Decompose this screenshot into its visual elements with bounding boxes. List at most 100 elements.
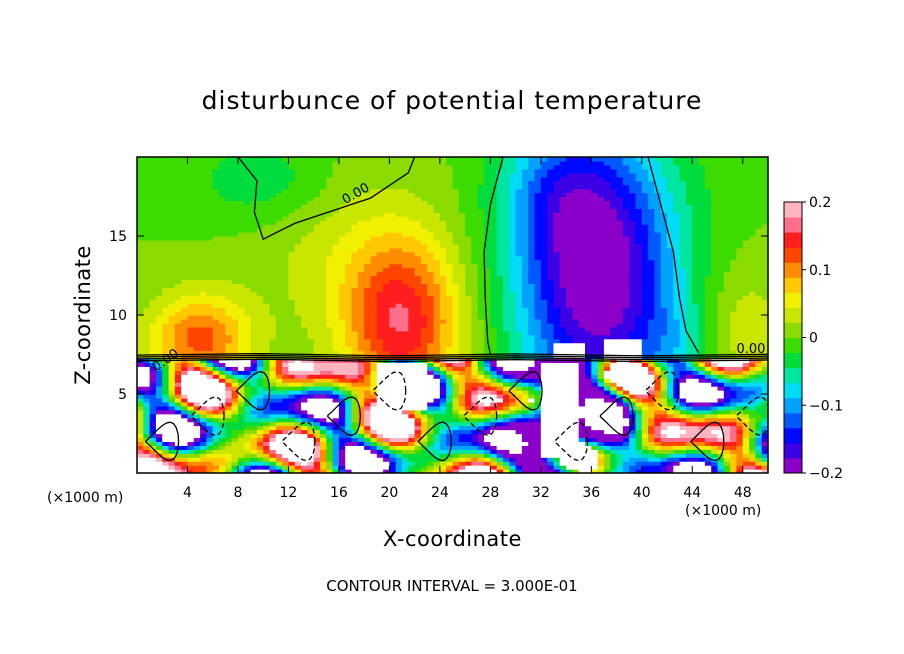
heatmap-cell (137, 338, 144, 344)
heatmap-cell (484, 358, 491, 363)
heatmap-cell (269, 338, 277, 344)
heatmap-cell (452, 212, 460, 217)
heatmap-cell (294, 188, 302, 194)
heatmap-cell (149, 299, 157, 304)
heatmap-cell (301, 196, 308, 202)
heatmap-cell (433, 259, 441, 265)
heatmap-cell (168, 160, 176, 166)
heatmap-cell (206, 370, 214, 375)
heatmap-cell (502, 413, 510, 419)
heatmap-cell (427, 157, 435, 162)
heatmap-cell (319, 228, 327, 233)
heatmap-cell (402, 267, 409, 273)
heatmap-cell (471, 397, 479, 403)
heatmap-cell (187, 378, 195, 383)
heatmap-cell (420, 362, 428, 367)
heatmap-cell (389, 362, 397, 367)
heatmap-cell (319, 287, 327, 292)
heatmap-cell (237, 192, 245, 198)
heatmap-cell (357, 425, 365, 431)
heatmap-cell (376, 417, 384, 423)
heatmap-cell (181, 362, 189, 367)
heatmap-cell (288, 263, 296, 269)
heatmap-cell (162, 315, 170, 320)
heatmap-cell (250, 283, 258, 288)
heatmap-cell (338, 342, 346, 348)
heatmap-cell (288, 417, 296, 423)
heatmap-cell (237, 433, 245, 439)
heatmap-cell (345, 172, 353, 178)
heatmap-cell (364, 287, 372, 292)
heatmap-cell (181, 176, 189, 182)
heatmap-cell (256, 465, 264, 470)
heatmap-cell (439, 236, 447, 241)
heatmap-cell (420, 172, 428, 178)
heatmap-cell (420, 259, 428, 265)
heatmap-cell (484, 208, 491, 213)
heatmap-cell (294, 279, 302, 284)
heatmap-cell (200, 390, 208, 395)
heatmap-cell (471, 228, 479, 233)
heatmap-cell (408, 164, 416, 170)
heatmap-cell (484, 287, 491, 292)
heatmap-cell (414, 405, 422, 411)
heatmap-cell (181, 216, 189, 221)
heatmap-cell (200, 322, 208, 328)
heatmap-cell (263, 291, 271, 296)
heatmap-cell (446, 188, 454, 194)
heatmap-cell (484, 283, 491, 288)
heatmap-cell (490, 157, 498, 162)
heatmap-cell (345, 350, 353, 356)
heatmap-cell (351, 196, 359, 202)
heatmap-cell (433, 311, 441, 316)
heatmap-cell (477, 243, 485, 249)
heatmap-cell (162, 370, 170, 375)
heatmap-cell (515, 437, 523, 442)
heatmap-cell (225, 251, 233, 257)
heatmap-cell (263, 239, 271, 245)
heatmap-cell (275, 216, 283, 221)
heatmap-cell (383, 303, 390, 308)
heatmap-cell (502, 236, 510, 241)
heatmap-cell (364, 184, 372, 190)
heatmap-cell (477, 465, 485, 470)
heatmap-cell (351, 243, 359, 249)
heatmap-cell (351, 338, 359, 344)
heatmap-cell (433, 236, 441, 241)
heatmap-cell (219, 409, 226, 415)
heatmap-cell (490, 184, 498, 190)
heatmap-cell (402, 255, 409, 261)
heatmap-cell (162, 291, 170, 296)
heatmap-cell (471, 172, 479, 178)
heatmap-cell (420, 429, 428, 435)
heatmap-cell (212, 354, 220, 360)
heatmap-cell (282, 164, 290, 170)
heatmap-cell (376, 437, 384, 442)
heatmap-cell (402, 441, 409, 446)
heatmap-cell (326, 224, 334, 229)
heatmap-cell (408, 405, 416, 411)
heatmap-cell (452, 346, 460, 352)
heatmap-cell (414, 204, 422, 209)
heatmap-cell (193, 212, 201, 217)
heatmap-cell (225, 220, 233, 225)
heatmap-cell (383, 267, 390, 273)
heatmap-cell (408, 271, 416, 277)
heatmap-cell (313, 437, 321, 442)
heatmap-cell (376, 204, 384, 209)
heatmap-cell (484, 267, 491, 273)
heatmap-cell (237, 220, 245, 225)
heatmap-cell (383, 224, 390, 229)
heatmap-cell (307, 437, 315, 442)
heatmap-cell (212, 342, 220, 348)
heatmap-cell (402, 247, 409, 253)
heatmap-cell (370, 228, 378, 233)
heatmap-cell (193, 228, 201, 233)
heatmap-cell (193, 220, 201, 225)
heatmap-cell (269, 370, 277, 375)
heatmap-cell (294, 267, 302, 273)
heatmap-cell (471, 378, 479, 383)
heatmap-cell (515, 216, 523, 221)
heatmap-cell (206, 267, 214, 273)
heatmap-cell (458, 425, 466, 431)
